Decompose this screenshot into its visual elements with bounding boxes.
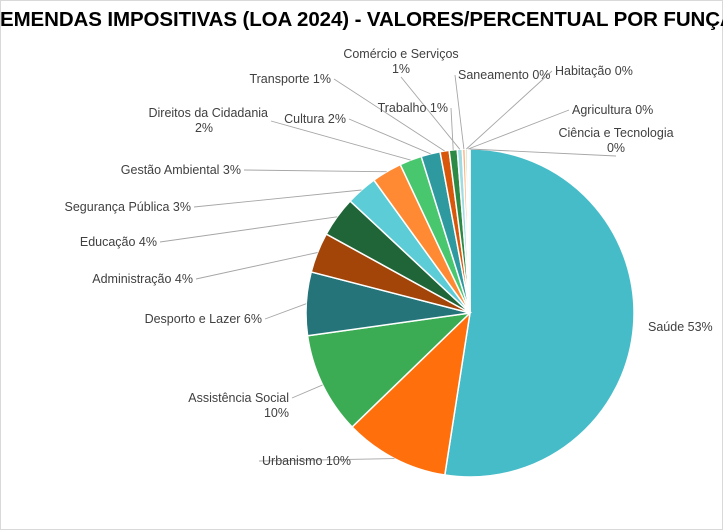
- data-label-seguranca-publica: Segurança Pública 3%: [65, 200, 191, 214]
- data-label-educacao: Educação 4%: [80, 235, 157, 249]
- pie-slice-urbanismo: [351, 310, 472, 476]
- leader-line-comercio-e-servicos: [400, 76, 461, 150]
- data-label-assistencia-social: Assistência Social 10%: [188, 391, 289, 420]
- data-label-agricultura: Agricultura 0%: [572, 103, 653, 117]
- data-label-urbanismo: Urbanismo 10%: [262, 454, 351, 468]
- data-label-ciencia-e-tecnologia: Ciência e Tecnologia 0%: [558, 126, 673, 155]
- leader-line-urbanismo: [258, 458, 395, 462]
- leader-line-transporte: [333, 78, 445, 152]
- leader-line-gestao-ambiental: [243, 169, 387, 173]
- leader-line-habitacao: [466, 70, 553, 150]
- leader-line-desporto-e-lazer: [264, 303, 307, 320]
- leader-line-ciencia-e-tecnologia: [469, 148, 617, 157]
- pie-slice-saude: [443, 148, 635, 478]
- leader-line-educacao: [159, 216, 338, 243]
- data-label-habitacao: Habitação 0%: [555, 64, 633, 78]
- leader-line-trabalho: [450, 107, 454, 150]
- pie-slice-assistencia-social: [306, 311, 473, 429]
- leader-line-administracao: [195, 252, 318, 280]
- data-label-trabalho: Trabalho 1%: [378, 101, 448, 115]
- data-label-comercio-e-servicos: Comércio e Serviços 1%: [343, 47, 458, 76]
- pie-slice-ciencia-e-tecnologia: [468, 148, 471, 314]
- data-label-cultura: Cultura 2%: [284, 112, 346, 126]
- leader-line-cultura: [348, 118, 431, 155]
- data-label-saneamento: Saneamento 0%: [458, 68, 550, 82]
- data-label-transporte: Transporte 1%: [249, 72, 331, 86]
- leader-line-seguranca-publica: [193, 189, 362, 208]
- leader-line-saneamento: [454, 74, 465, 150]
- leader-lines: [159, 70, 617, 462]
- leader-line-direitos-da-cidadania: [270, 120, 411, 161]
- data-label-direitos-da-cidadania: Direitos da Cidadania 2%: [148, 106, 268, 135]
- data-label-desporto-e-lazer: Desporto e Lazer 6%: [145, 312, 262, 326]
- pie-slices: [305, 148, 635, 478]
- leader-line-assistencia-social: [291, 384, 323, 399]
- data-label-administracao: Administração 4%: [92, 272, 193, 286]
- data-label-saude: Saúde 53%: [648, 320, 713, 334]
- data-labels: Saúde 53% Urbanismo 10% Assistência Social…: [65, 47, 713, 468]
- chart-title: EMENDAS IMPOSITIVAS (LOA 2024) - VALORES…: [0, 8, 723, 31]
- leader-line-agricultura: [468, 109, 570, 150]
- data-label-gestao-ambiental: Gestão Ambiental 3%: [121, 163, 241, 177]
